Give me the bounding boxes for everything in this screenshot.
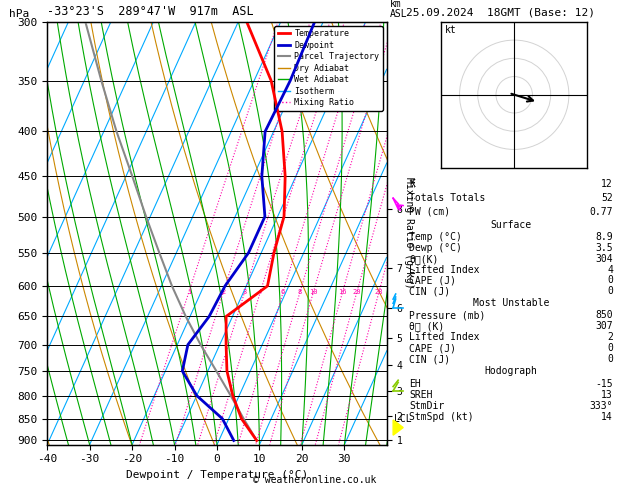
Text: 8.9: 8.9 [596, 232, 613, 243]
Text: CAPE (J): CAPE (J) [409, 343, 456, 353]
Text: 0: 0 [607, 275, 613, 285]
Text: StmSpd (kt): StmSpd (kt) [409, 412, 474, 422]
Text: 0: 0 [607, 286, 613, 296]
Text: Lifted Index: Lifted Index [409, 332, 479, 342]
Text: 0.77: 0.77 [589, 207, 613, 217]
Text: -15: -15 [596, 379, 613, 389]
Text: Surface: Surface [491, 221, 532, 230]
Text: 4: 4 [607, 264, 613, 275]
Text: CIN (J): CIN (J) [409, 286, 450, 296]
Text: PW (cm): PW (cm) [409, 207, 450, 217]
Text: Lifted Index: Lifted Index [409, 264, 479, 275]
Text: 2: 2 [607, 332, 613, 342]
Polygon shape [393, 420, 403, 435]
Text: SREH: SREH [409, 390, 433, 400]
Y-axis label: Mixing Ratio (g/kg): Mixing Ratio (g/kg) [404, 177, 413, 289]
Text: 6: 6 [281, 289, 285, 295]
Text: EH: EH [409, 379, 421, 389]
X-axis label: Dewpoint / Temperature (°C): Dewpoint / Temperature (°C) [126, 470, 308, 480]
Text: 14: 14 [601, 412, 613, 422]
Text: 10: 10 [309, 289, 318, 295]
Text: Most Unstable: Most Unstable [473, 298, 549, 308]
Text: θᴄ (K): θᴄ (K) [409, 321, 444, 331]
Text: 16: 16 [338, 289, 347, 295]
Text: Totals Totals: Totals Totals [409, 193, 486, 203]
Text: © weatheronline.co.uk: © weatheronline.co.uk [253, 475, 376, 485]
Text: Temp (°C): Temp (°C) [409, 232, 462, 243]
Legend: Temperature, Dewpoint, Parcel Trajectory, Dry Adiabat, Wet Adiabat, Isotherm, Mi: Temperature, Dewpoint, Parcel Trajectory… [274, 26, 382, 111]
Text: 850: 850 [596, 310, 613, 320]
Text: K: K [409, 179, 415, 189]
Text: Hodograph: Hodograph [484, 366, 538, 376]
Text: 52: 52 [601, 193, 613, 203]
Text: CIN (J): CIN (J) [409, 354, 450, 364]
Text: Pressure (mb): Pressure (mb) [409, 310, 486, 320]
Text: 8: 8 [298, 289, 302, 295]
Text: 4: 4 [258, 289, 262, 295]
Text: 1: 1 [187, 289, 191, 295]
Text: 0: 0 [607, 354, 613, 364]
Text: hPa: hPa [9, 9, 30, 19]
Text: 28: 28 [375, 289, 383, 295]
Text: 13: 13 [601, 390, 613, 400]
Text: 3.5: 3.5 [596, 243, 613, 253]
Text: StmDir: StmDir [409, 401, 444, 411]
Text: θᴄ(K): θᴄ(K) [409, 254, 438, 264]
Text: kt: kt [445, 25, 457, 35]
Text: 12: 12 [601, 179, 613, 189]
Text: 333°: 333° [589, 401, 613, 411]
Text: 25.09.2024  18GMT (Base: 12): 25.09.2024 18GMT (Base: 12) [406, 8, 594, 18]
Text: 20: 20 [352, 289, 361, 295]
Text: -33°23'S  289°47'W  917m  ASL: -33°23'S 289°47'W 917m ASL [47, 5, 253, 18]
Text: Dewp (°C): Dewp (°C) [409, 243, 462, 253]
Text: LCL: LCL [394, 414, 411, 424]
Text: 2: 2 [221, 289, 225, 295]
Text: km
ASL: km ASL [390, 0, 408, 19]
Text: 304: 304 [596, 254, 613, 264]
Text: 3: 3 [242, 289, 247, 295]
Text: 0: 0 [607, 343, 613, 353]
Text: 307: 307 [596, 321, 613, 331]
Text: CAPE (J): CAPE (J) [409, 275, 456, 285]
